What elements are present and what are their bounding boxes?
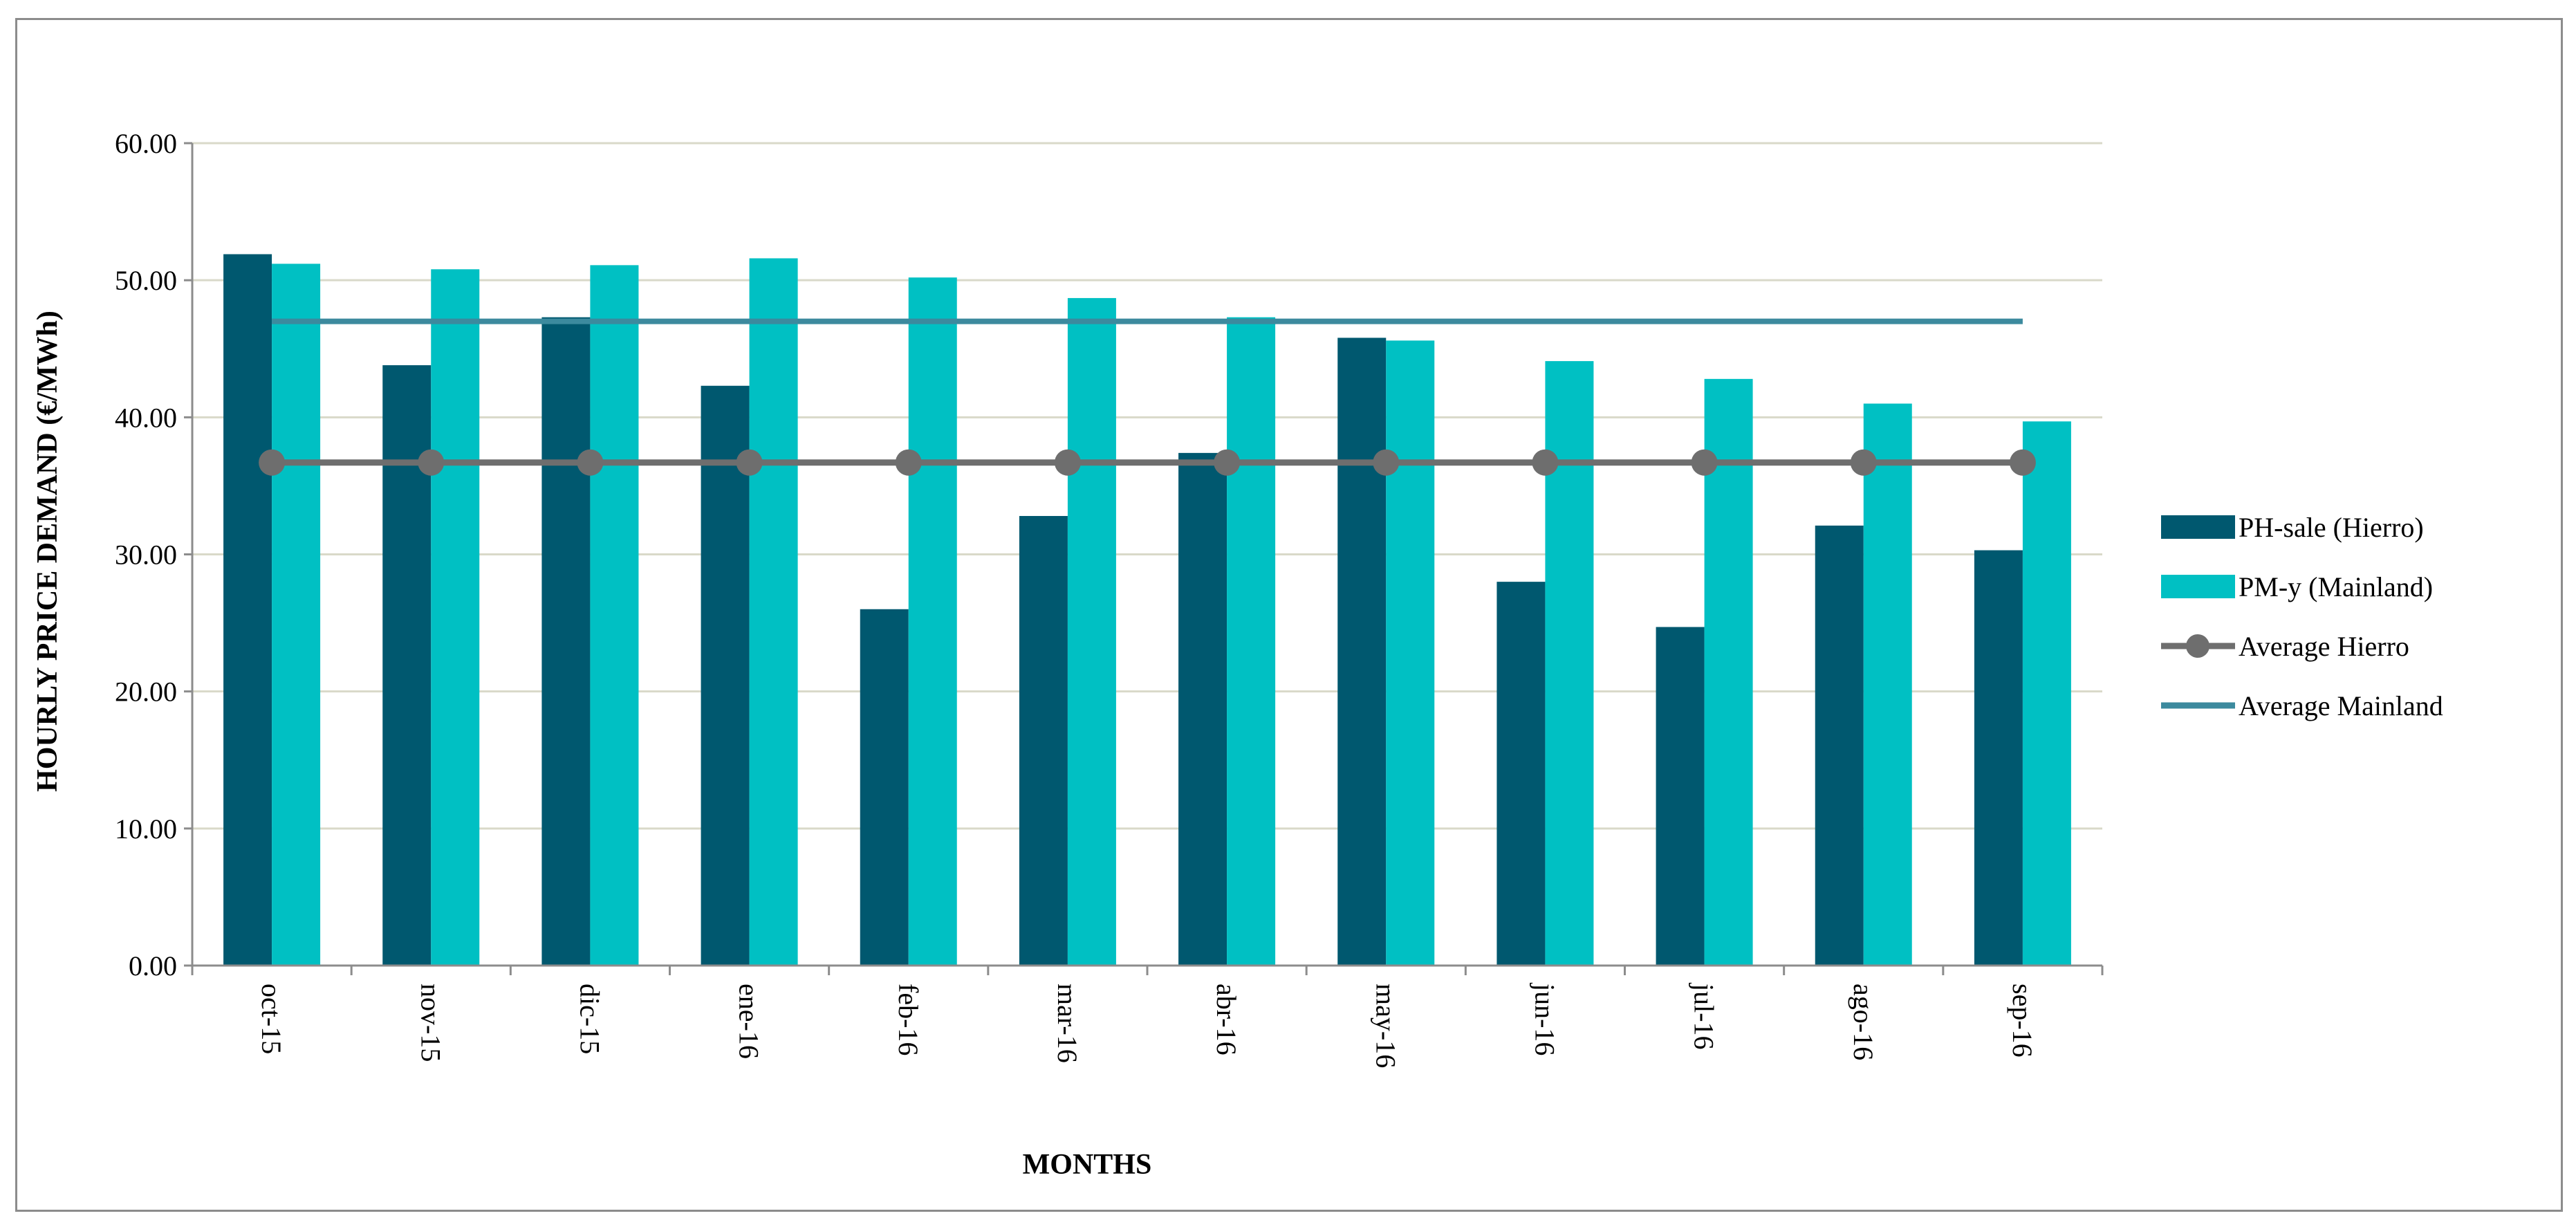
bar [1067, 297, 1116, 966]
bar [1386, 340, 1435, 966]
x-tick-label: dic-15 [574, 984, 605, 1054]
bar [1227, 317, 1276, 966]
x-tick-label: ago-16 [1848, 984, 1879, 1060]
bar [1656, 627, 1705, 966]
bar [1019, 516, 1068, 966]
bar [272, 264, 321, 966]
series-marker [2009, 449, 2036, 476]
bar [1704, 378, 1753, 966]
y-tick-label: 30.00 [115, 539, 177, 571]
bar [431, 269, 480, 966]
bar [1815, 525, 1864, 966]
x-axis-title: MONTHS [1023, 1149, 1152, 1181]
y-tick-label: 60.00 [115, 128, 177, 159]
x-tick-label: oct-15 [256, 984, 287, 1054]
legend-swatch [2161, 575, 2235, 598]
y-tick-labels: 0.00 10.00 20.00 30.00 40.00 50.00 60.00 [115, 128, 177, 981]
y-tick-label: 40.00 [115, 402, 177, 433]
bar [701, 385, 750, 966]
y-tick-label: 20.00 [115, 676, 177, 708]
bar [749, 258, 798, 966]
x-tick-label: abr-16 [1211, 984, 1242, 1055]
y-tick-label: 50.00 [115, 265, 177, 296]
bars [223, 254, 2071, 966]
gridlines [192, 142, 2102, 830]
legend-label: PM-y (Mainland) [2239, 571, 2433, 602]
legend-label: Average Hierro [2239, 631, 2409, 662]
series-marker [259, 449, 286, 476]
bar [223, 254, 272, 966]
bar [860, 609, 909, 966]
x-tick-label: may-16 [1370, 984, 1401, 1068]
legend-marker [2186, 634, 2209, 658]
y-axis-title: HOURLY PRICE DEMAND (€/MWh) [32, 311, 64, 792]
bar [1497, 582, 1546, 966]
series-marker [1850, 449, 1877, 476]
bar [1178, 452, 1227, 966]
x-tick-label: jul-16 [1689, 982, 1720, 1050]
series-marker [1054, 449, 1081, 476]
series-marker [577, 449, 604, 476]
bar [1337, 338, 1387, 966]
y-tick-label: 0.00 [129, 950, 177, 981]
bar [541, 317, 591, 966]
x-tick-label: ene-16 [734, 984, 765, 1059]
legend-label: PH-sale (Hierro) [2239, 512, 2424, 543]
x-tick-label: feb-16 [893, 984, 924, 1055]
x-tick-label: jun-16 [1529, 982, 1560, 1055]
bar [1974, 550, 2023, 966]
bar [590, 265, 639, 966]
series-lines [259, 318, 2036, 476]
series-marker [1214, 449, 1241, 476]
series-marker [1373, 449, 1400, 476]
bar [908, 277, 957, 966]
bar [1863, 403, 1912, 966]
axes [184, 142, 2104, 975]
bar [2022, 421, 2071, 966]
legend: PH-sale (Hierro) PM-y (Mainland) Average H… [2161, 512, 2443, 721]
series-marker [418, 449, 445, 476]
x-tick-labels: oct-15 nov-15 dic-15 ene-16 feb-16 mar-16 abr-… [256, 982, 2038, 1068]
x-tick-label: mar-16 [1052, 984, 1083, 1063]
series-marker [1691, 449, 1718, 476]
legend-swatch [2161, 515, 2235, 539]
x-tick-label: nov-15 [415, 984, 446, 1062]
y-tick-label: 10.00 [115, 813, 177, 845]
series-marker [736, 449, 763, 476]
legend-label: Average Mainland [2239, 690, 2443, 721]
x-tick-label: sep-16 [2007, 984, 2038, 1058]
series-marker [895, 449, 922, 476]
series-marker [1532, 449, 1559, 476]
